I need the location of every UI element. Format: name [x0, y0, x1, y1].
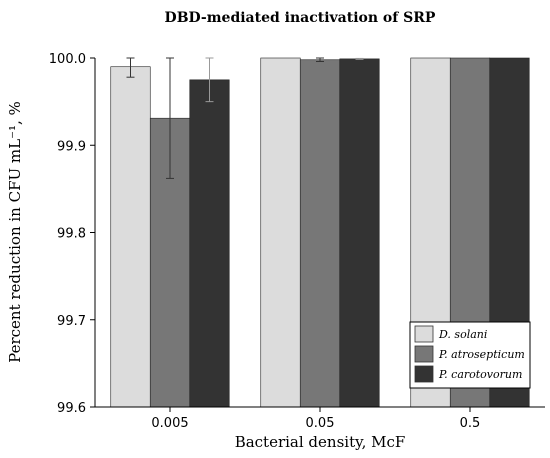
y-tick-label: 99.9: [57, 139, 86, 154]
legend-label-1: P. atrosepticum: [438, 348, 525, 361]
legend-swatch-0: [414, 325, 434, 343]
y-tick-label: 99.6: [57, 401, 86, 416]
x-tick-label: 0.05: [306, 416, 335, 431]
bar-2-1: [339, 58, 380, 408]
legend-label-2: P. carotovorum: [438, 368, 522, 381]
legend-swatch-1: [414, 345, 434, 363]
x-axis-label: Bacterial density, McF: [235, 433, 406, 451]
y-tick-label: 99.7: [57, 314, 86, 329]
bar-0-0: [110, 66, 151, 408]
x-ticks: 0.005 0.05 0.5: [151, 407, 480, 431]
y-tick-label: 99.8: [57, 227, 86, 242]
y-axis-label: Percent reduction in CFU mL⁻¹, %: [6, 101, 24, 363]
x-tick-label: 0.5: [460, 416, 481, 431]
legend: D. solani P. atrosepticum P. carotovorum: [409, 321, 531, 389]
bar-1-1: [299, 59, 341, 408]
y-tick-label: 100.0: [49, 52, 86, 67]
y-ticks: 99.6 99.7 99.8 99.9 100.0: [49, 52, 95, 416]
legend-swatch-2: [414, 365, 434, 383]
x-tick-label: 0.005: [151, 416, 188, 431]
bar-2-0: [189, 79, 230, 408]
chart-title: DBD-mediated inactivation of SRP: [165, 10, 436, 26]
bar-0-1: [260, 57, 301, 408]
legend-label-0: D. solani: [438, 328, 487, 341]
